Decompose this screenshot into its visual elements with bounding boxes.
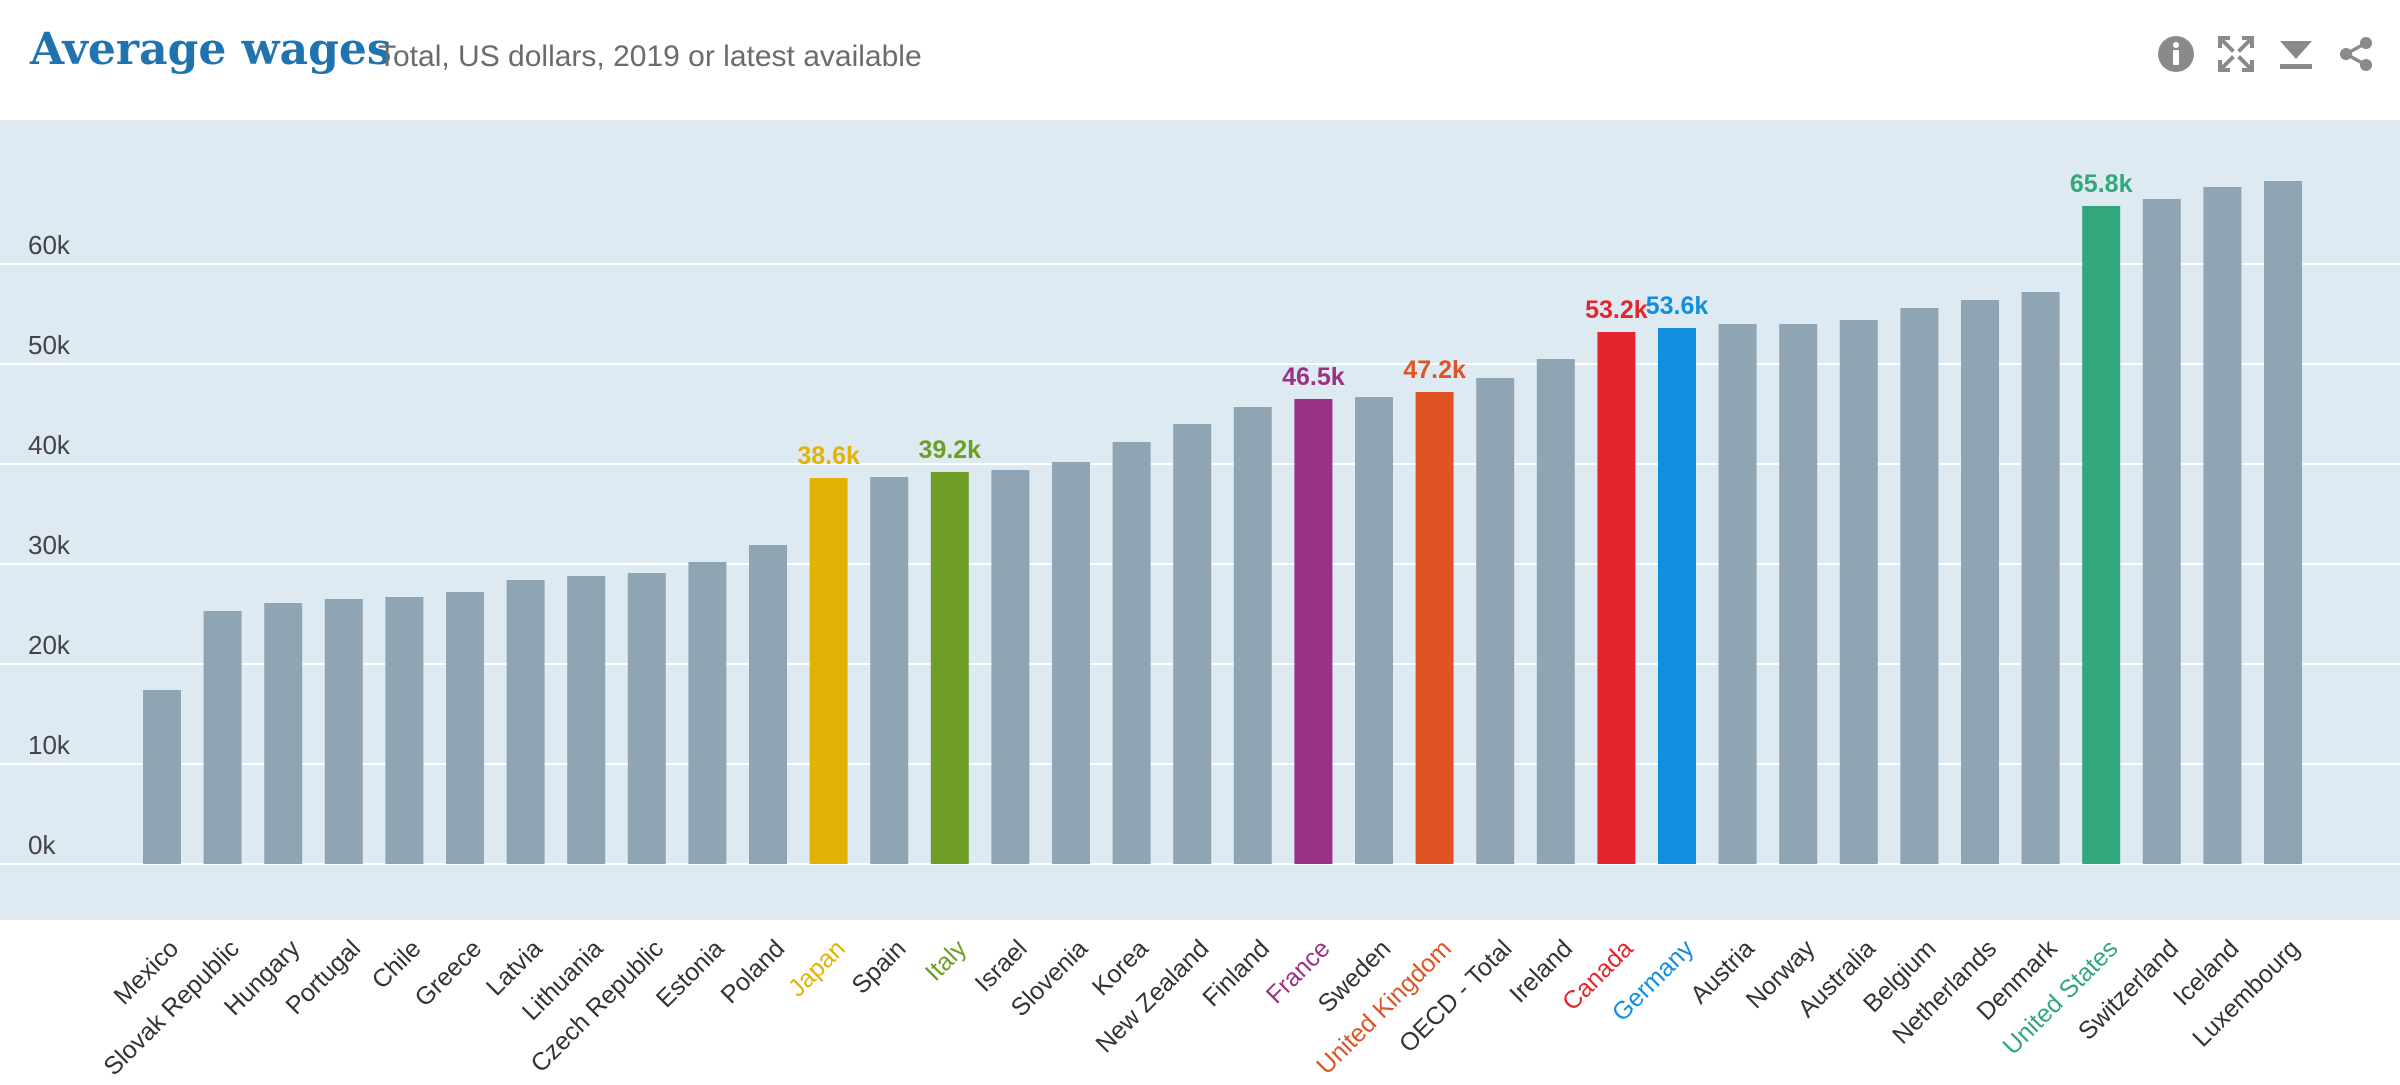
bar-sweden[interactable] (1355, 397, 1393, 864)
fullscreen-button[interactable] (2216, 34, 2256, 74)
bar-israel[interactable] (991, 470, 1030, 864)
chart-subtitle: Total, US dollars, 2019 or latest availa… (378, 40, 922, 73)
bar-latvia[interactable] (506, 580, 545, 864)
chart-title: Average wages (30, 24, 392, 75)
x-tick-label: Japan (783, 934, 851, 1002)
bar-canada[interactable] (1597, 332, 1636, 864)
bar-norway[interactable] (1779, 324, 1818, 864)
bar-chile[interactable] (385, 597, 424, 864)
x-tick-label: Finland (1197, 934, 1275, 1012)
share-button[interactable] (2336, 34, 2376, 74)
download-button[interactable] (2276, 34, 2316, 74)
bar-iceland[interactable] (2203, 187, 2242, 864)
y-tick-label: 60k (28, 230, 71, 260)
bar-greece[interactable] (446, 592, 484, 864)
data-label: 53.2k (1585, 296, 1648, 324)
bar-oecd---total[interactable] (1476, 378, 1515, 864)
bar-finland[interactable] (1233, 407, 1272, 864)
data-label: 46.5k (1282, 363, 1345, 391)
bar-germany[interactable] (1658, 328, 1696, 864)
chart-toolbar (2156, 34, 2376, 74)
y-tick-label: 0k (28, 830, 56, 860)
bar-korea[interactable] (1112, 442, 1151, 864)
bar-slovenia[interactable] (1052, 462, 1090, 864)
bar-netherlands[interactable] (1961, 300, 1999, 864)
chart-area: 0k 10k 20k 30k 40k 50k 60k Mexico Slovak Republi… (0, 120, 2400, 1081)
bar-switzerland[interactable] (2142, 199, 2181, 864)
bar-australia[interactable] (1839, 320, 1878, 864)
bar-slovak-republic[interactable] (203, 611, 242, 864)
bar-luxembourg[interactable] (2264, 181, 2302, 864)
y-tick-label: 50k (28, 330, 71, 360)
bar-czech-republic[interactable] (627, 573, 666, 864)
bar-spain[interactable] (870, 477, 909, 864)
x-tick-label: Spain (846, 934, 911, 999)
y-tick-label: 20k (28, 630, 71, 660)
bar-lithuania[interactable] (567, 576, 606, 864)
bar-hungary[interactable] (264, 603, 303, 864)
bar-united-states[interactable] (2082, 206, 2121, 864)
bar-japan[interactable] (809, 478, 848, 864)
x-tick-label: Italy (920, 934, 973, 987)
data-label: 47.2k (1403, 356, 1466, 384)
info-icon (2158, 36, 2194, 72)
bar-denmark[interactable] (2021, 292, 2060, 864)
data-label: 38.6k (797, 442, 860, 470)
bar-mexico[interactable] (143, 690, 181, 864)
bar-poland[interactable] (749, 545, 787, 864)
fullscreen-icon (2218, 36, 2254, 72)
info-button[interactable] (2156, 34, 2196, 74)
bar-austria[interactable] (1718, 324, 1757, 864)
data-label: 53.6k (1646, 292, 1709, 320)
bar-france[interactable] (1294, 399, 1333, 864)
bar-portugal[interactable] (324, 599, 363, 864)
y-tick-label: 30k (28, 530, 71, 560)
bar-estonia[interactable] (688, 562, 727, 864)
download-icon (2280, 41, 2312, 69)
data-label: 65.8k (2070, 170, 2133, 198)
bar-new-zealand[interactable] (1173, 424, 1212, 864)
data-label: 39.2k (919, 436, 982, 464)
x-tick-label: Estonia (651, 934, 730, 1013)
bar-ireland[interactable] (1536, 359, 1575, 864)
x-tick-label: Greece (409, 934, 487, 1012)
bar-united-kingdom[interactable] (1415, 392, 1454, 864)
share-icon (2340, 37, 2372, 71)
y-tick-label: 10k (28, 730, 71, 760)
chart-header: Average wages Total, US dollars, 2019 or… (0, 0, 2400, 120)
bar-belgium[interactable] (1900, 308, 1939, 864)
bar-italy[interactable] (930, 472, 969, 864)
x-tick-label: Poland (715, 934, 790, 1009)
y-tick-label: 40k (28, 430, 71, 460)
